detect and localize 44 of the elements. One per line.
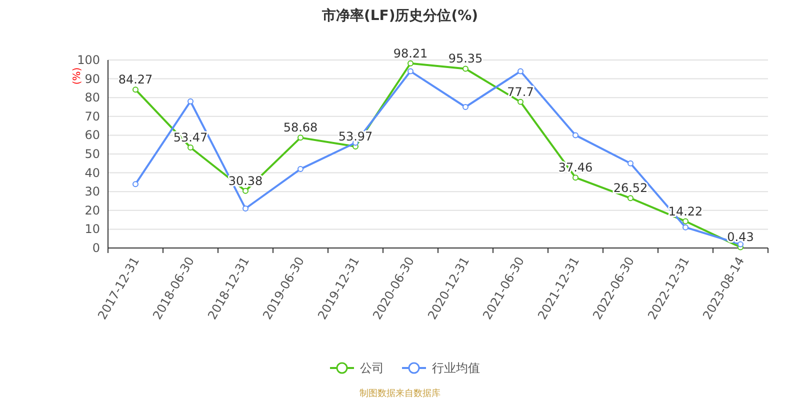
chart-title: 市净率(LF)历史分位(%) xyxy=(320,7,478,24)
data-label: 84.27 xyxy=(118,72,153,87)
point xyxy=(572,174,578,181)
y-tick-label: 0 xyxy=(92,241,100,255)
y-tick-label: 10 xyxy=(84,222,100,236)
y-tick-label: 20 xyxy=(84,203,100,218)
point xyxy=(132,181,138,188)
point xyxy=(462,66,468,72)
legend-label: 行业均值 xyxy=(432,361,480,375)
y-tick-label: 90 xyxy=(84,72,100,86)
y-tick-label: 50 xyxy=(84,147,100,161)
point xyxy=(408,68,414,74)
point xyxy=(242,206,248,212)
data-label: 0.43 xyxy=(727,230,754,244)
legend-label: 公司 xyxy=(360,361,384,375)
y-tick-label: 80 xyxy=(84,90,100,105)
y-tick-label: 40 xyxy=(84,166,100,180)
y-axis-title: (%) xyxy=(72,67,83,85)
point xyxy=(518,68,524,74)
data-label: 26.52 xyxy=(613,181,648,196)
data-label: 95.35 xyxy=(448,52,483,66)
point xyxy=(462,104,468,110)
y-tick-label: 100 xyxy=(77,53,100,67)
point xyxy=(132,86,138,93)
data-label: 58.68 xyxy=(283,120,318,135)
y-tick-label: 70 xyxy=(84,109,100,124)
point xyxy=(518,98,524,105)
point xyxy=(242,188,248,194)
point xyxy=(408,60,414,66)
point xyxy=(298,134,304,141)
point xyxy=(298,166,304,172)
point xyxy=(682,224,688,230)
point xyxy=(738,241,744,248)
y-tick-label: 30 xyxy=(84,184,100,199)
point xyxy=(628,160,634,166)
y-tick-label: 60 xyxy=(84,128,100,142)
point xyxy=(188,144,194,150)
data-label: 98.21 xyxy=(393,46,428,60)
text: 制图数据来自数据库 xyxy=(360,388,440,399)
point xyxy=(188,98,194,104)
point xyxy=(682,218,688,224)
point xyxy=(628,195,634,202)
point xyxy=(572,132,578,138)
data-label: 77.7 xyxy=(507,84,534,99)
